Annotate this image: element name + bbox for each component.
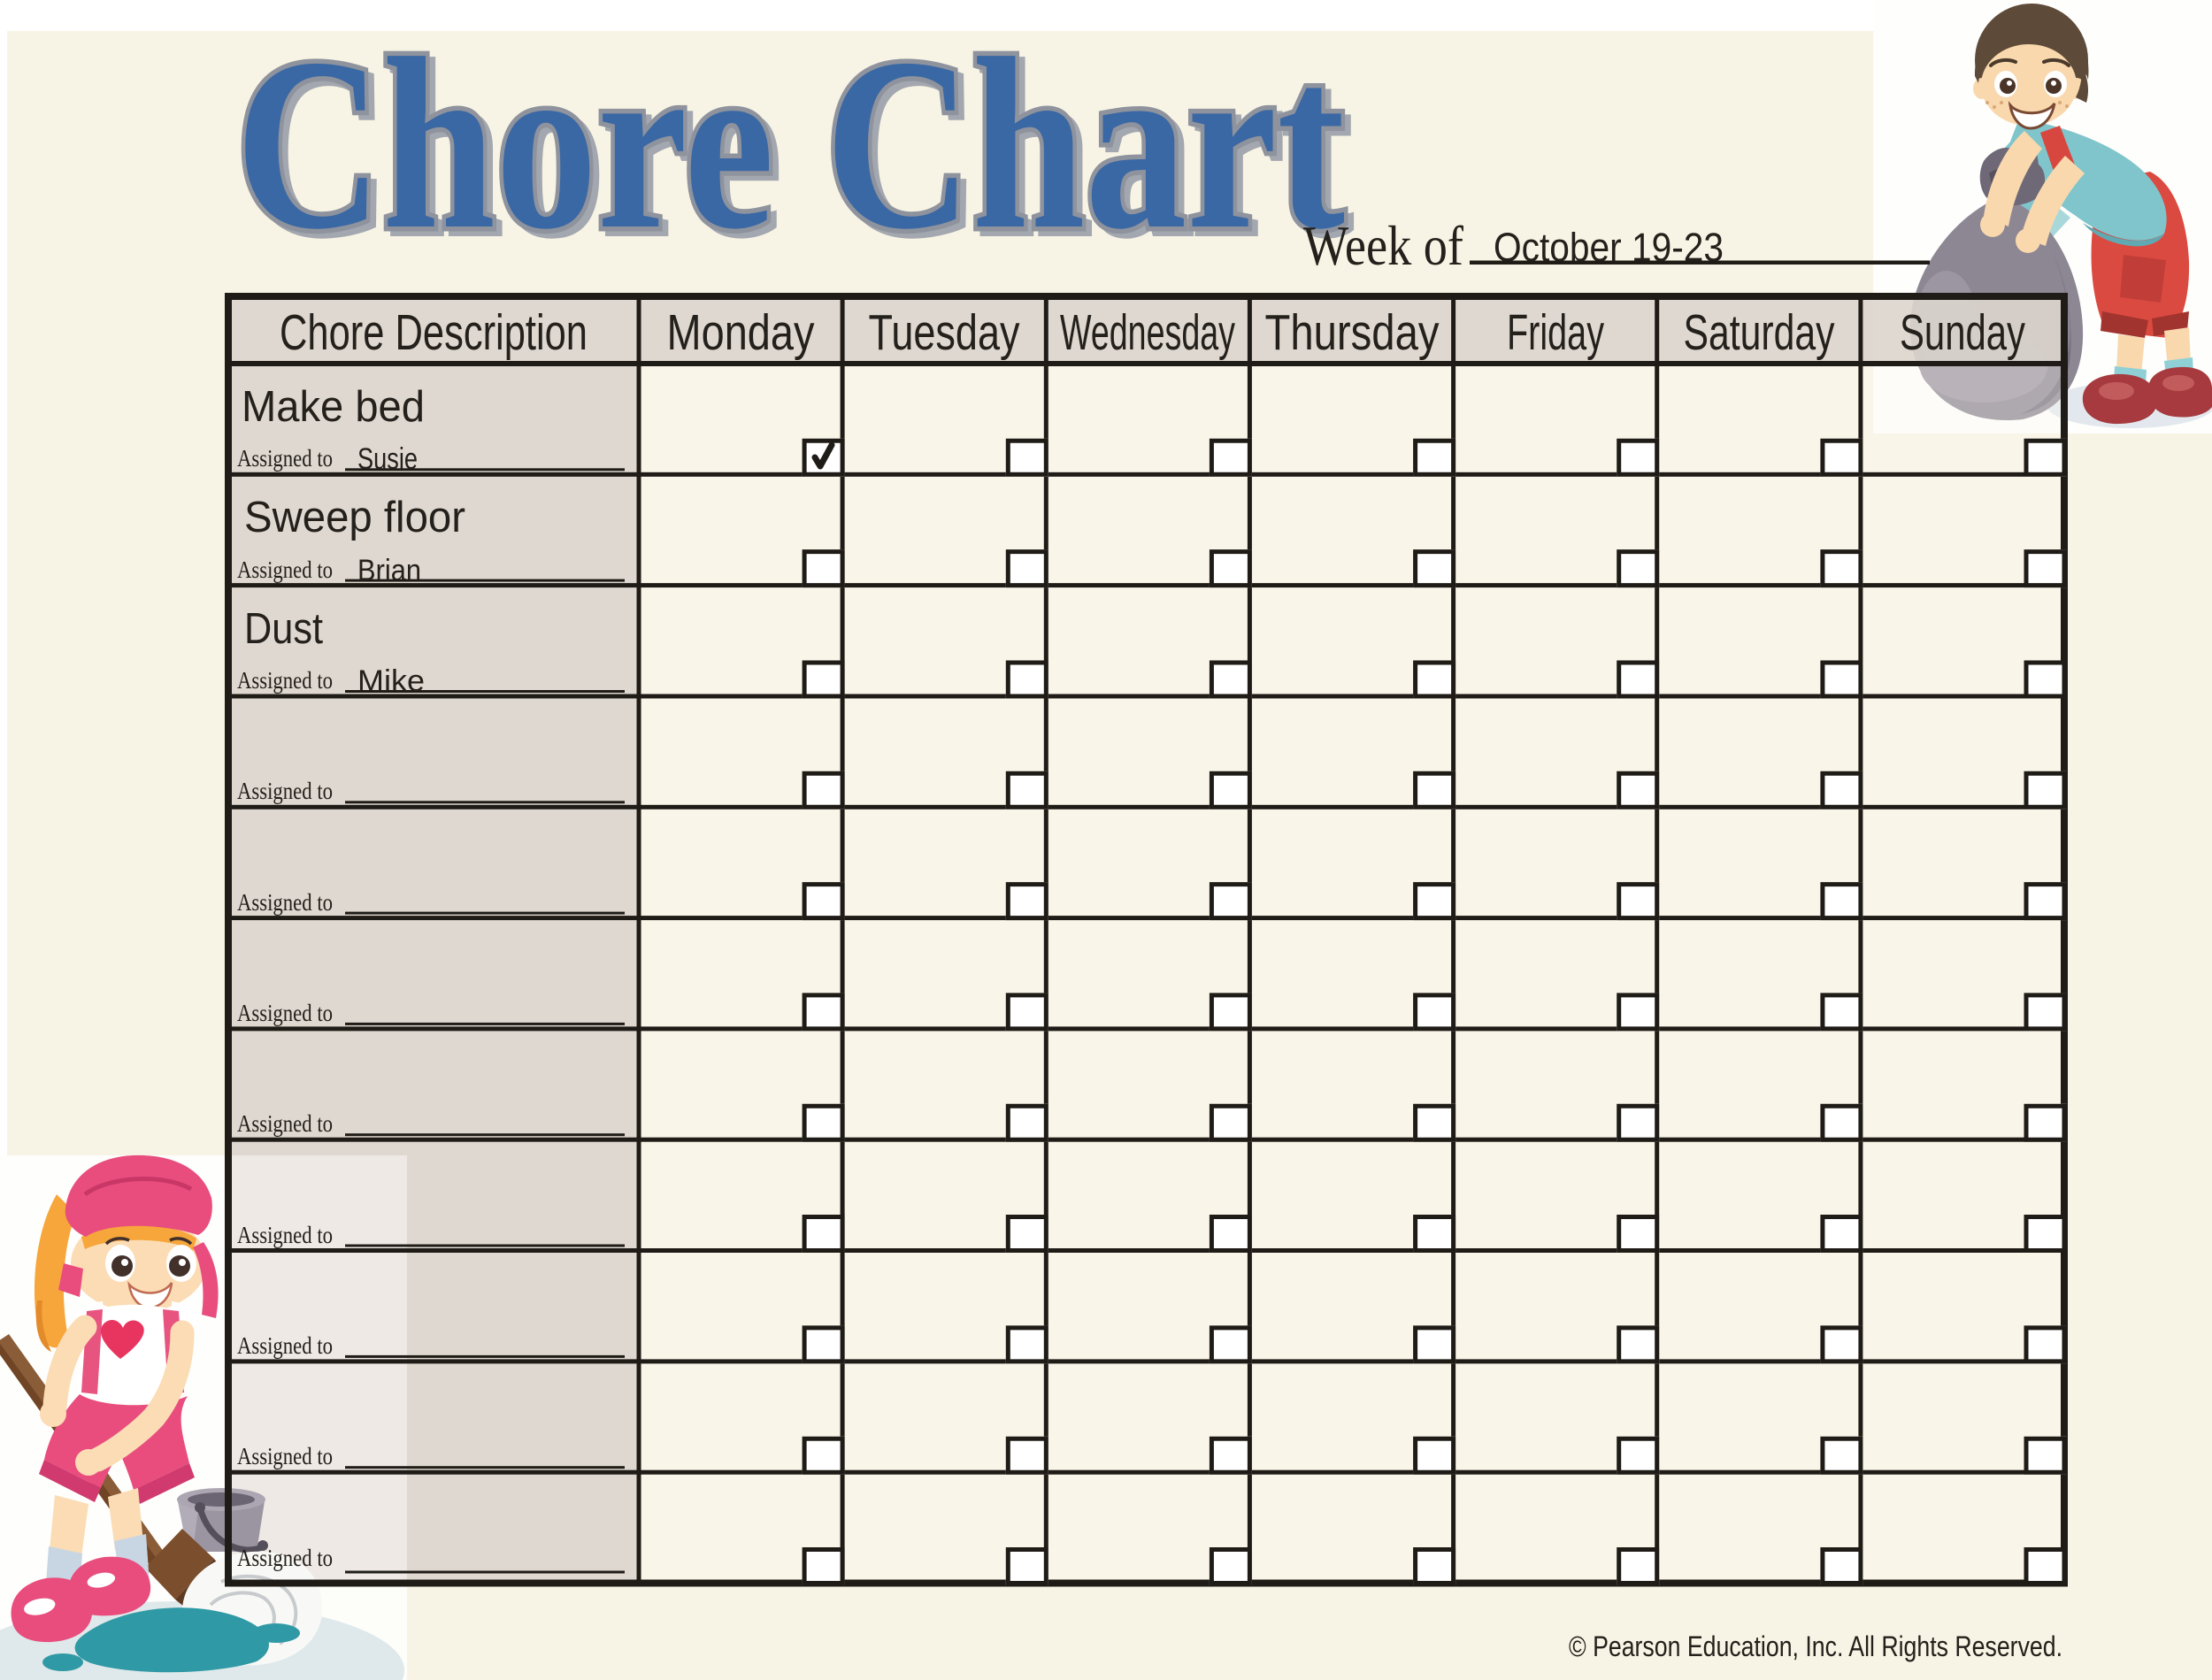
svg-text:Make bed: Make bed bbox=[242, 383, 425, 431]
svg-text:Assigned to: Assigned to bbox=[237, 1000, 333, 1026]
svg-text:Sweep floor: Sweep floor bbox=[244, 494, 465, 541]
svg-text:Monday: Monday bbox=[667, 304, 815, 361]
svg-text:Friday: Friday bbox=[1507, 304, 1604, 361]
svg-text:Assigned to: Assigned to bbox=[237, 556, 333, 583]
svg-text:Assigned to: Assigned to bbox=[237, 1545, 333, 1571]
svg-text:Mike: Mike bbox=[357, 664, 425, 698]
svg-text:Tuesday: Tuesday bbox=[869, 304, 1020, 361]
svg-text:Susie: Susie bbox=[357, 442, 418, 476]
svg-text:Assigned to: Assigned to bbox=[237, 1332, 333, 1359]
svg-text:Chore Chart: Chore Chart bbox=[242, 13, 1353, 286]
svg-text:Brian: Brian bbox=[357, 554, 421, 587]
svg-text:Assigned to: Assigned to bbox=[237, 889, 333, 916]
svg-text:Chore Chart: Chore Chart bbox=[235, 8, 1347, 280]
svg-text:Assigned to: Assigned to bbox=[237, 1110, 333, 1137]
svg-text:Saturday: Saturday bbox=[1684, 304, 1835, 361]
svg-text:Wednesday: Wednesday bbox=[1060, 304, 1235, 361]
svg-text:Dust: Dust bbox=[244, 605, 323, 653]
svg-text:© Pearson Education, Inc. All: © Pearson Education, Inc. All Rights Res… bbox=[1569, 1630, 2062, 1662]
svg-text:Assigned to: Assigned to bbox=[237, 667, 333, 694]
svg-text:Chore Chart: Chore Chart bbox=[235, 8, 1347, 280]
svg-text:Thursday: Thursday bbox=[1265, 304, 1440, 361]
svg-text:Sunday: Sunday bbox=[1900, 304, 2025, 361]
svg-text:Assigned to: Assigned to bbox=[237, 445, 333, 472]
svg-text:Chore Description: Chore Description bbox=[280, 304, 588, 361]
svg-text:Assigned to: Assigned to bbox=[237, 778, 333, 804]
svg-text:Assigned to: Assigned to bbox=[237, 1443, 333, 1469]
svg-text:Week of: Week of bbox=[1303, 215, 1463, 277]
svg-text:Assigned to: Assigned to bbox=[237, 1222, 333, 1248]
